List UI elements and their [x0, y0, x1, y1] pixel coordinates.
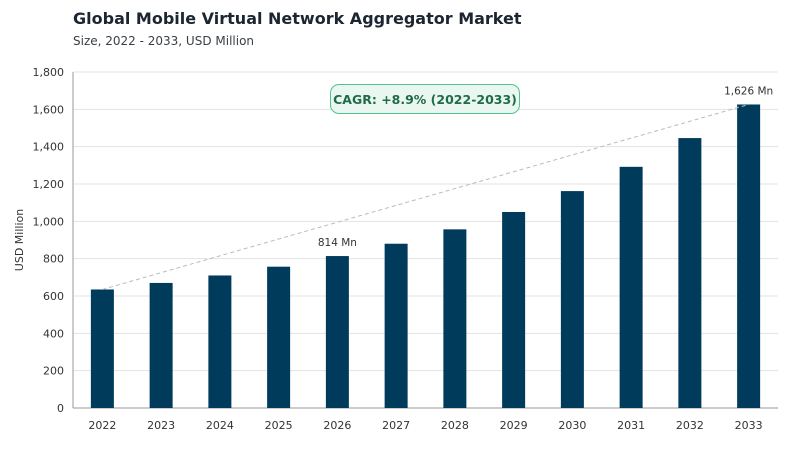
y-tick-label: 400 — [43, 327, 64, 340]
bar-2032 — [678, 138, 702, 408]
x-tick-label: 2025 — [265, 419, 293, 432]
y-tick-label: 0 — [57, 402, 64, 415]
bar-2027 — [384, 243, 408, 408]
bar-2026 — [325, 256, 349, 408]
bar-2024 — [208, 275, 232, 408]
bar-2025 — [267, 266, 291, 408]
y-tick-label: 600 — [43, 290, 64, 303]
x-tick-label: 2027 — [382, 419, 410, 432]
bar-2028 — [443, 229, 467, 408]
x-tick-label: 2032 — [676, 419, 704, 432]
data-label: 814 Mn — [318, 237, 357, 249]
y-tick-label: 1,800 — [33, 66, 65, 79]
y-axis-title: USD Million — [13, 209, 26, 271]
bar-2031 — [619, 166, 643, 408]
chart-title: Global Mobile Virtual Network Aggregator… — [73, 9, 522, 28]
bar-2030 — [560, 191, 584, 408]
x-tick-label: 2022 — [88, 419, 116, 432]
x-tick-label: 2030 — [558, 419, 586, 432]
x-tick-label: 2029 — [500, 419, 528, 432]
bar-2022 — [90, 289, 114, 408]
trend-line — [102, 103, 749, 290]
x-tick-label: 2023 — [147, 419, 175, 432]
bar-2029 — [502, 212, 526, 408]
x-tick-label: 2031 — [617, 419, 645, 432]
y-tick-label: 1,600 — [33, 103, 65, 116]
y-tick-label: 1,200 — [33, 178, 65, 191]
x-tick-label: 2033 — [735, 419, 763, 432]
x-tick-label: 2024 — [206, 419, 234, 432]
cagr-annotation: CAGR: +8.9% (2022-2033) — [330, 84, 520, 114]
x-tick-label: 2026 — [323, 419, 351, 432]
y-tick-label: 1,000 — [33, 215, 65, 228]
x-tick-label: 2028 — [441, 419, 469, 432]
y-tick-label: 800 — [43, 253, 64, 266]
y-tick-label: 200 — [43, 365, 64, 378]
data-label: 1,626 Mn — [724, 85, 773, 97]
y-tick-label: 1,400 — [33, 141, 65, 154]
bar-2023 — [149, 282, 173, 408]
chart-subtitle: Size, 2022 - 2033, USD Million — [73, 34, 255, 48]
bar-2033 — [737, 104, 761, 408]
